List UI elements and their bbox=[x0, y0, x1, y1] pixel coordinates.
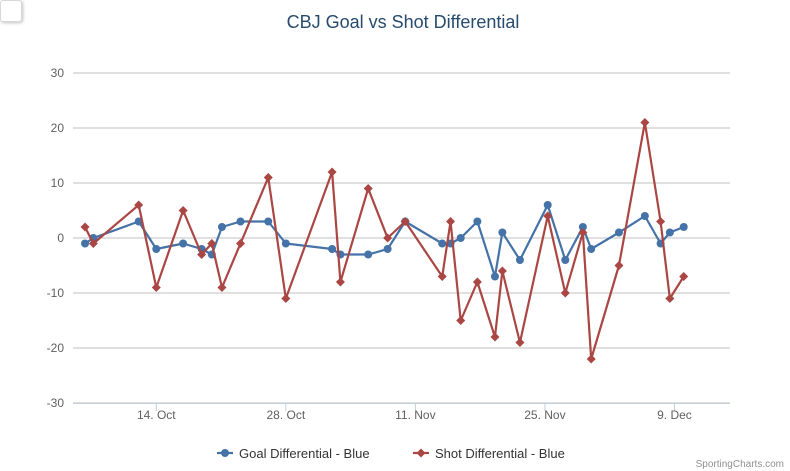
data-point[interactable] bbox=[281, 239, 290, 248]
data-point[interactable] bbox=[264, 217, 273, 226]
data-point[interactable] bbox=[235, 239, 245, 248]
series-group bbox=[80, 118, 689, 364]
y-tick-label: -10 bbox=[47, 286, 65, 300]
data-point[interactable] bbox=[179, 239, 188, 248]
data-point[interactable] bbox=[438, 239, 447, 248]
legend-label: Goal Differential - Blue bbox=[239, 446, 370, 461]
data-point[interactable] bbox=[446, 217, 456, 226]
x-tick-label: 25. Nov bbox=[524, 408, 565, 422]
data-point[interactable] bbox=[679, 223, 688, 231]
data-point[interactable] bbox=[656, 217, 666, 226]
data-point[interactable] bbox=[217, 223, 226, 231]
data-point[interactable] bbox=[134, 200, 144, 210]
legend-marker[interactable] bbox=[221, 449, 229, 457]
y-tick-label: 10 bbox=[51, 176, 65, 190]
data-point[interactable] bbox=[473, 217, 482, 226]
data-point[interactable] bbox=[281, 294, 291, 303]
data-point[interactable] bbox=[665, 294, 675, 303]
data-point[interactable] bbox=[80, 222, 90, 232]
data-point[interactable] bbox=[490, 332, 500, 342]
data-point[interactable] bbox=[472, 277, 482, 287]
series-line[interactable] bbox=[84, 121, 685, 361]
data-point[interactable] bbox=[263, 173, 273, 182]
data-point[interactable] bbox=[383, 233, 393, 243]
data-point[interactable] bbox=[197, 250, 207, 259]
data-point[interactable] bbox=[543, 201, 552, 209]
data-point[interactable] bbox=[364, 250, 373, 259]
data-point[interactable] bbox=[88, 239, 98, 248]
data-point[interactable] bbox=[327, 167, 337, 177]
grid bbox=[73, 72, 730, 404]
legend-item-goal[interactable]: Goal Differential - Blue bbox=[217, 446, 370, 461]
y-tick-label: -20 bbox=[47, 341, 65, 355]
data-point[interactable] bbox=[515, 338, 525, 347]
y-tick-label: 20 bbox=[51, 121, 65, 135]
data-point[interactable] bbox=[515, 256, 524, 264]
data-point[interactable] bbox=[456, 234, 465, 242]
y-tick-label: -30 bbox=[47, 396, 65, 410]
x-tick-label: 28. Oct bbox=[266, 408, 305, 422]
data-point[interactable] bbox=[81, 239, 90, 248]
chart-menu-button[interactable] bbox=[0, 0, 22, 22]
legend-label: Shot Differential - Blue bbox=[435, 446, 565, 461]
data-point[interactable] bbox=[178, 206, 188, 215]
chart-title: CBJ Goal vs Shot Differential bbox=[287, 12, 520, 32]
data-point[interactable] bbox=[587, 245, 596, 253]
data-point[interactable] bbox=[328, 245, 337, 253]
data-point[interactable] bbox=[437, 272, 447, 281]
data-point[interactable] bbox=[561, 256, 570, 264]
data-point[interactable] bbox=[640, 118, 650, 127]
data-point[interactable] bbox=[665, 228, 674, 237]
data-point[interactable] bbox=[586, 354, 596, 364]
data-point[interactable] bbox=[490, 272, 499, 281]
legend-marker[interactable] bbox=[416, 448, 426, 458]
series-line[interactable] bbox=[84, 203, 685, 278]
data-point[interactable] bbox=[207, 239, 217, 248]
data-point[interactable] bbox=[578, 228, 588, 237]
x-tick-label: 14. Oct bbox=[137, 408, 176, 422]
data-point[interactable] bbox=[679, 272, 689, 281]
data-point[interactable] bbox=[236, 217, 245, 226]
data-point[interactable] bbox=[543, 211, 553, 221]
data-point[interactable] bbox=[151, 283, 161, 292]
legend-item-shot[interactable]: Shot Differential - Blue bbox=[413, 446, 565, 461]
data-point[interactable] bbox=[363, 184, 373, 193]
data-point[interactable] bbox=[497, 266, 507, 276]
data-point[interactable] bbox=[335, 277, 345, 287]
legend: Goal Differential - Blue Shot Differentia… bbox=[217, 446, 565, 461]
data-point[interactable] bbox=[498, 228, 507, 237]
y-axis: 30 20 10 0 -10 -20 -30 bbox=[47, 66, 65, 410]
data-point[interactable] bbox=[383, 245, 392, 253]
x-tick-label: 9. Dec bbox=[657, 408, 692, 422]
series-shot-differential bbox=[80, 118, 689, 364]
y-tick-label: 30 bbox=[51, 66, 65, 80]
data-point[interactable] bbox=[640, 212, 649, 220]
data-point[interactable] bbox=[560, 288, 570, 298]
x-axis: 14. Oct 28. Oct 11. Nov 25. Nov 9. Dec bbox=[73, 403, 730, 422]
data-point[interactable] bbox=[217, 283, 227, 292]
data-point[interactable] bbox=[614, 261, 624, 270]
data-point[interactable] bbox=[614, 228, 623, 237]
data-point[interactable] bbox=[578, 223, 587, 231]
credit-link[interactable]: SportingCharts.com bbox=[696, 459, 784, 470]
data-point[interactable] bbox=[152, 245, 161, 253]
x-tick-label: 11. Nov bbox=[395, 408, 435, 422]
data-point[interactable] bbox=[400, 217, 410, 226]
y-tick-label: 0 bbox=[57, 231, 64, 245]
data-point[interactable] bbox=[456, 316, 466, 325]
